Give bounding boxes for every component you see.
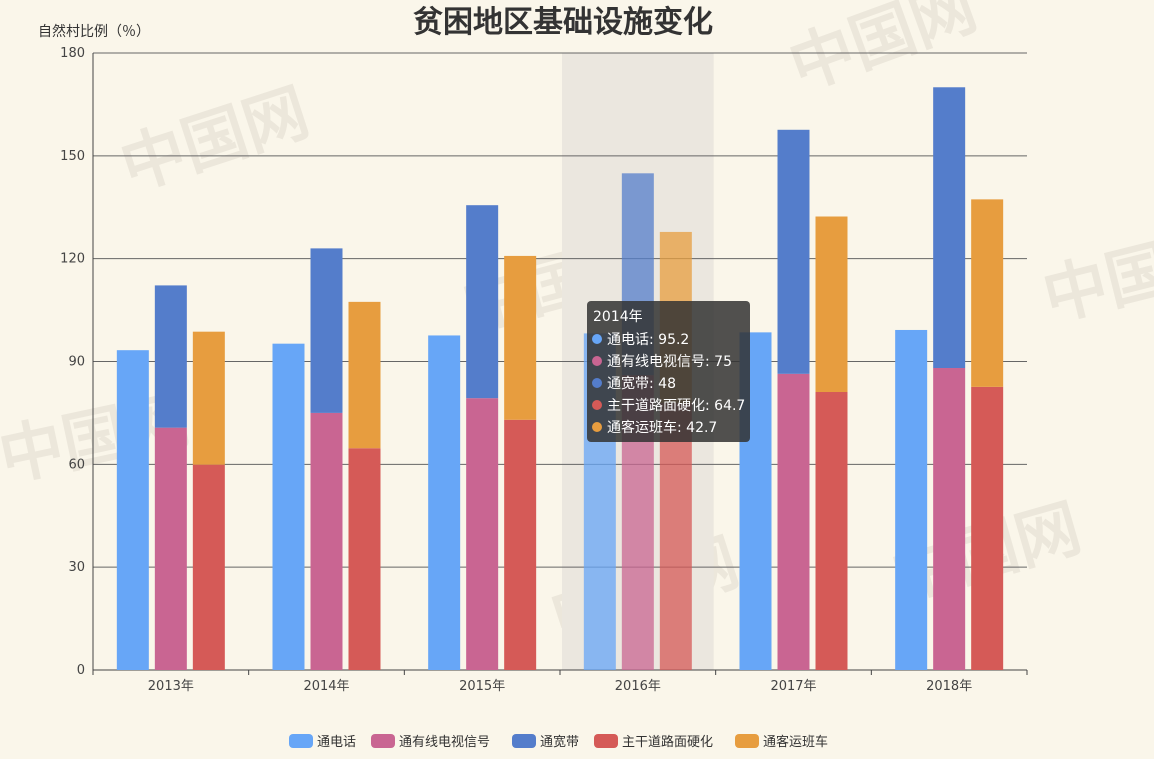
legend: 通电话 通有线电视信号 通宽带 主干道路面硬化 通客运班车 [289,734,828,750]
bar-通有线电视信号-2015年[interactable] [466,398,499,670]
legend-label[interactable]: 通有线电视信号 [399,735,490,750]
bar-通有线电视信号-2018年[interactable] [933,368,966,670]
bar-通电话-2015年[interactable] [428,335,461,670]
bar-通有线电视信号-2017年[interactable] [777,373,810,670]
tooltip-marker [592,334,602,344]
y-tick-label: 60 [68,457,85,472]
y-axis-label: 自然村比例（％） [38,23,150,40]
tooltip-marker [592,356,602,366]
bar-通客运班车-2014年[interactable] [348,301,381,449]
bar-通宽带-2014年[interactable] [310,248,343,413]
bar-通有线电视信号-2013年[interactable] [154,427,187,670]
x-tick-label: 2016年 [615,679,661,694]
bar-通电话-2013年[interactable] [116,350,149,670]
legend-label[interactable]: 通电话 [317,735,356,750]
bar-通客运班车-2013年[interactable] [192,331,225,465]
legend-swatch[interactable] [594,734,618,748]
tooltip-title: 2014年 [593,309,643,325]
bar-主干道路面硬化-2013年[interactable] [192,464,225,670]
legend-label[interactable]: 通宽带 [540,734,579,750]
bar-通客运班车-2017年[interactable] [815,216,848,393]
legend-swatch[interactable] [371,734,395,748]
x-tick-label: 2014年 [303,679,349,694]
bars [116,87,1004,670]
tooltip-item: 通有线电视信号: 75 [607,354,732,370]
bar-主干道路面硬化-2017年[interactable] [815,392,848,670]
x-tick-label: 2015年 [459,679,505,694]
tooltip-item: 通客运班车: 42.7 [607,419,717,436]
tooltip-marker [592,400,602,410]
tooltip-item: 通电话: 95.2 [607,332,689,348]
bar-通宽带-2015年[interactable] [466,205,499,399]
legend-label[interactable]: 通客运班车 [763,734,828,750]
legend-swatch[interactable] [512,734,536,748]
bar-通电话-2018年[interactable] [895,329,928,670]
y-tick-label: 30 [68,560,85,575]
y-tick-label: 90 [68,355,85,370]
bar-主干道路面硬化-2016年[interactable] [659,402,692,670]
y-tick-label: 120 [60,252,85,267]
bar-通宽带-2017年[interactable] [777,129,810,374]
bar-主干道路面硬化-2015年[interactable] [504,419,537,670]
watermark-0: 中国网 [112,75,318,206]
x-tick-label: 2018年 [926,679,972,694]
axes: 0 30 60 90 120 150 180 2013年 2014年 2015年 2016年 2017… [60,46,1028,694]
y-tick-label: 180 [60,46,85,61]
tooltip-item: 通宽带: 48 [607,375,676,392]
bar-通有线电视信号-2014年[interactable] [310,412,343,670]
bar-通客运班车-2015年[interactable] [504,255,537,420]
tooltip-item: 主干道路面硬化: 64.7 [607,398,745,414]
legend-swatch[interactable] [735,734,759,748]
bar-通电话-2014年[interactable] [272,343,305,670]
watermark-3: 中国网 [1036,216,1154,335]
bar-通宽带-2018年[interactable] [933,87,966,369]
legend-swatch[interactable] [289,734,313,748]
tooltip-marker [592,422,602,432]
bar-通客运班车-2018年[interactable] [971,199,1004,387]
legend-label[interactable]: 主干道路面硬化 [622,734,713,750]
y-tick-label: 0 [77,663,85,678]
tooltip-box [587,301,750,442]
tooltip-marker [592,378,602,388]
bar-主干道路面硬化-2014年[interactable] [348,448,381,670]
bar-主干道路面硬化-2018年[interactable] [971,386,1004,670]
bar-通宽带-2013年[interactable] [154,285,187,428]
chart-title: 贫困地区基础设施变化 [413,5,713,40]
y-tick-label: 150 [60,149,85,164]
x-tick-label: 2013年 [148,679,194,694]
x-tick-label: 2017年 [770,679,816,694]
